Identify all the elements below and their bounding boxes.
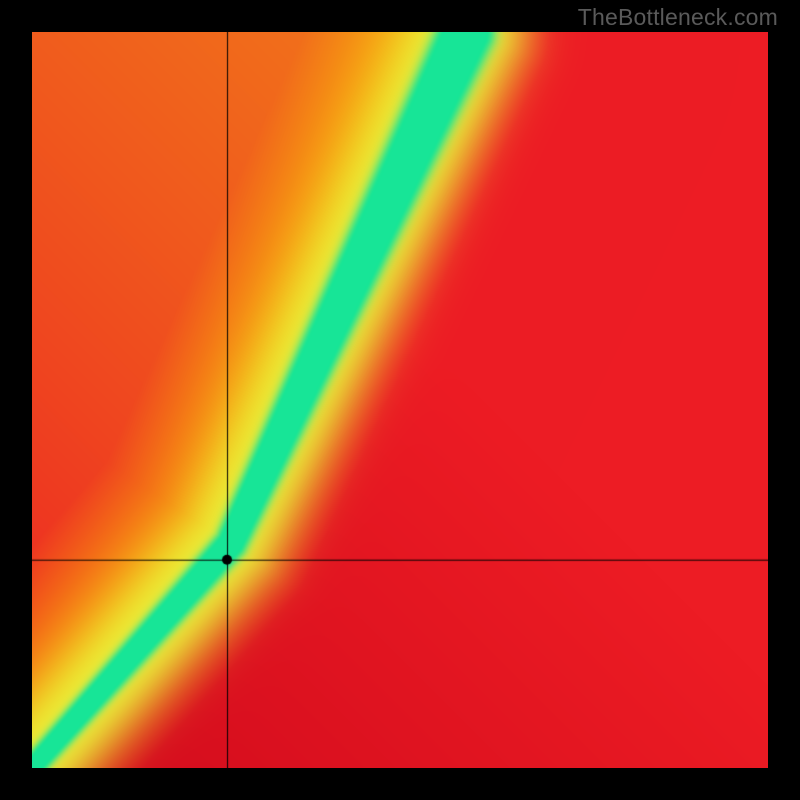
watermark-text: TheBottleneck.com [578, 4, 778, 31]
heatmap-canvas [32, 32, 768, 768]
bottleneck-heatmap [32, 32, 768, 768]
